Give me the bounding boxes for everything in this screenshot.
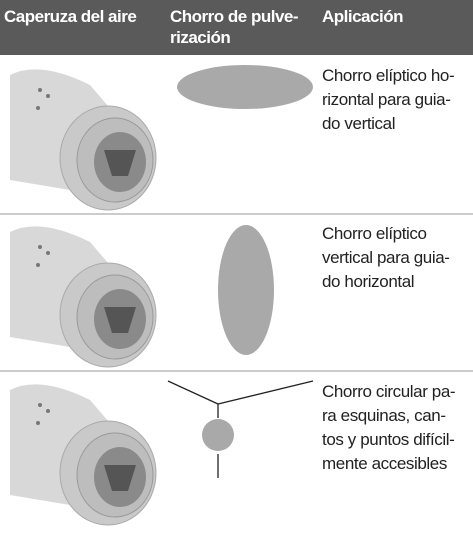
header-cell: Caperuza del aire	[4, 6, 137, 27]
nozzle-images	[9, 69, 157, 526]
application-cell: Chorro circular pa- ra esquinas, can- to…	[322, 380, 456, 476]
cell-text: vertical para guia-	[322, 248, 450, 267]
spray-vertical	[218, 225, 274, 355]
header-text: Caperuza del aire	[4, 7, 137, 26]
cell-text: ra esquinas, can-	[322, 406, 446, 425]
header-cell: Chorro de pulve-rización	[170, 6, 299, 48]
header-cell: Aplicación	[322, 6, 403, 27]
cell-text: Chorro elíptico	[322, 224, 427, 243]
application-cell: Chorro elíptico ho- rizontal para guia- …	[322, 64, 455, 136]
cell-text: do horizontal	[322, 272, 415, 291]
cell-text: Chorro circular pa-	[322, 382, 456, 401]
spray-circular	[202, 419, 234, 451]
table-header: Caperuza del aire Chorro de pulve-rizaci…	[0, 0, 473, 55]
cell-text: do vertical	[322, 114, 396, 133]
header-text: Chorro de pulve-	[170, 7, 299, 26]
spray-patterns	[177, 65, 313, 451]
spray-horizontal	[177, 65, 313, 109]
application-cell: Chorro elíptico vertical para guia- do h…	[322, 222, 450, 294]
header-text: rización	[170, 28, 231, 47]
cell-text: tos y puntos difícil-	[322, 430, 455, 449]
nozzle	[10, 69, 157, 211]
header-text: Aplicación	[322, 7, 403, 26]
corner-lines	[167, 380, 314, 478]
cell-text: Chorro elíptico ho-	[322, 66, 455, 85]
cell-text: mente accesibles	[322, 454, 447, 473]
cell-text: rizontal para guia-	[322, 90, 451, 109]
